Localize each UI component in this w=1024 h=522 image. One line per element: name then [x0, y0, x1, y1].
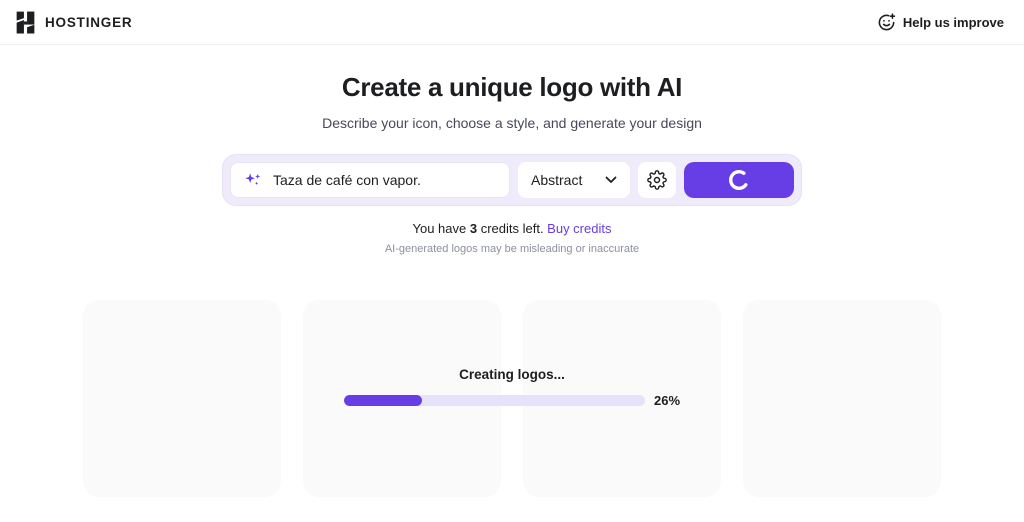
logo-placeholder-card: [83, 300, 281, 497]
hero-section: Create a unique logo with AI Describe yo…: [0, 72, 1024, 131]
prompt-field: [230, 162, 510, 198]
credits-line: You have 3 credits left. Buy credits: [0, 221, 1024, 236]
style-dropdown[interactable]: Abstract: [518, 162, 630, 198]
help-label: Help us improve: [902, 14, 1004, 30]
logo-placeholder-card: [743, 300, 941, 497]
prompt-input[interactable]: [273, 172, 497, 188]
progress-track: [343, 395, 645, 406]
buy-credits-link[interactable]: Buy credits: [547, 221, 612, 236]
ai-disclaimer: AI-generated logos may be misleading or …: [384, 243, 640, 255]
progress-label: Creating logos...: [459, 367, 565, 382]
chevron-down-icon: [605, 176, 617, 184]
progress-percent: 26%: [653, 393, 681, 408]
settings-button[interactable]: [638, 162, 676, 198]
spinner-icon: [726, 167, 752, 193]
help-us-improve-button[interactable]: Help us improve: [877, 12, 1004, 32]
progress-fill: [343, 395, 423, 406]
credits-prefix: You have: [412, 221, 470, 236]
credits-suffix: credits left.: [477, 221, 548, 236]
sparkle-icon: [243, 170, 263, 190]
gear-icon: [647, 170, 667, 190]
generate-button[interactable]: [684, 162, 794, 198]
hostinger-logo[interactable]: HOSTINGER: [13, 10, 132, 35]
hostinger-h-icon: [13, 10, 38, 35]
brand-name: HOSTINGER: [45, 14, 133, 30]
style-dropdown-value: Abstract: [531, 172, 583, 188]
top-bar: HOSTINGER Help us improve: [0, 0, 1024, 45]
page-subtitle: Describe your icon, choose a style, and …: [322, 115, 702, 131]
results-area: Creating logos... 26%: [0, 300, 1024, 497]
logo-generator-toolbar: Abstract: [222, 154, 802, 206]
smiley-plus-icon: [877, 12, 896, 32]
generation-progress: Creating logos... 26%: [343, 367, 681, 408]
credits-count: 3: [469, 221, 478, 236]
page-title: Create a unique logo with AI: [341, 72, 683, 102]
